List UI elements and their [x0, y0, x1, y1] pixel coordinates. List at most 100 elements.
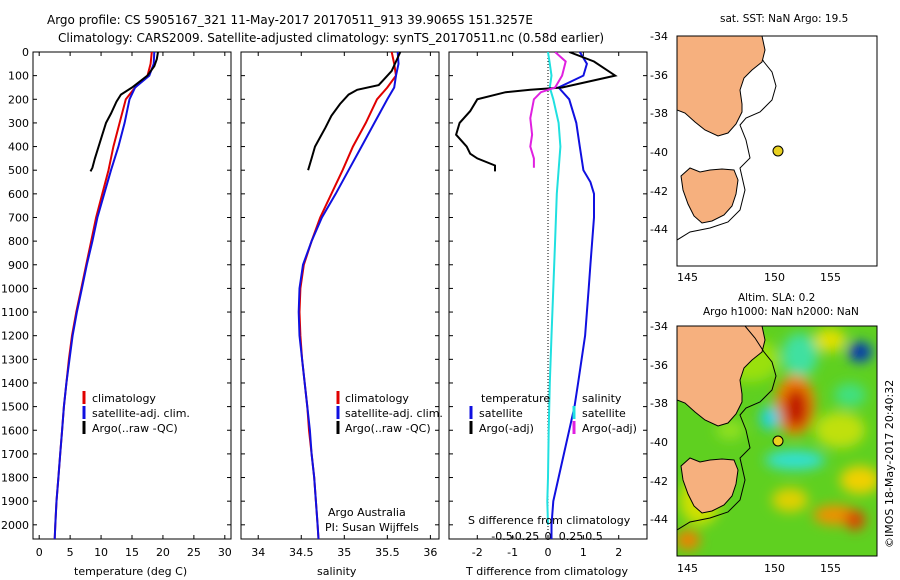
temp-series-climatology [53, 52, 153, 539]
sal-xtick-label: 36 [423, 546, 437, 559]
depth-tick-label: 1900 [1, 495, 29, 508]
depth-tick-label: 1600 [1, 424, 29, 437]
imos-stamp: ©IMOS 18-May-2017 20:40:32 [883, 380, 896, 548]
m2-xtick: 145 [677, 562, 698, 575]
temp-xtick-label: 15 [125, 546, 139, 559]
temp-xtick-label: 5 [67, 546, 74, 559]
sal-xtick-label: 34 [251, 546, 265, 559]
sla-argo-marker [772, 435, 784, 447]
tasmania-shape [680, 167, 739, 224]
depth-tick-label: 1100 [1, 306, 29, 319]
m2-ytick: -36 [650, 359, 668, 372]
sal-series-climatology [298, 52, 398, 539]
diff-series-t-satellite [550, 52, 595, 539]
diff-stick-label: -0.5 [491, 530, 512, 543]
depth-tick-label: 600 [8, 188, 29, 201]
temperature-legend: climatology satellite-adj. clim. Argo(..… [82, 391, 190, 435]
temp-series-satellite [53, 52, 156, 539]
m2-ytick: -44 [650, 513, 668, 526]
sal-xtick-label: 34.5 [289, 546, 314, 559]
header-line-1: Argo profile: CS 5905167_321 11-May-2017… [47, 13, 533, 27]
diff-stick-label: 0.5 [585, 530, 603, 543]
m1-ytick: -38 [650, 107, 668, 120]
sal-series-group [297, 52, 402, 539]
diff-legend-header-sal: salinity [582, 392, 622, 405]
depth-tick-label: 500 [8, 164, 29, 177]
m1-xtick: 155 [820, 271, 841, 284]
depth-tick-label: 1000 [1, 282, 29, 295]
depth-tick-label: 1300 [1, 353, 29, 366]
diff-stick-label: 0 [545, 530, 552, 543]
temp-legend-clim: climatology [92, 392, 156, 405]
depth-tick-label: 1200 [1, 330, 29, 343]
mainland-shape [677, 36, 766, 137]
diff-series-group [454, 52, 618, 539]
depth-tick-label: 800 [8, 235, 29, 248]
header-line-2: Climatology: CARS2009. Satellite-adjuste… [58, 31, 604, 45]
diff-series-t-argo [454, 52, 618, 172]
temp-xtick-label: 0 [36, 546, 43, 559]
map-sst-title: sat. SST: NaN Argo: 19.5 [720, 13, 848, 25]
diff-xtick-label: 0 [545, 546, 552, 559]
temp-legend-argo: Argo(..raw -QC) [92, 422, 178, 435]
map-sst-axes: -34 -36 -38 -40 -42 -44 145 150 155 [650, 30, 841, 284]
sla-tasmania-shape [680, 457, 739, 514]
diff-legend-t-argo: Argo(-adj) [479, 422, 534, 435]
diff-series-s-argo [529, 52, 567, 168]
sal-series-argo [307, 52, 402, 171]
m2-xtick: 155 [820, 562, 841, 575]
temp-xtick-label: 10 [94, 546, 108, 559]
diff-xtick-label: 2 [615, 546, 622, 559]
temp-series-group [53, 52, 159, 539]
salinity-xlabel: salinity [317, 565, 357, 578]
map-sst [677, 36, 877, 266]
sst-argo-marker [772, 145, 784, 157]
m1-xtick: 150 [764, 271, 785, 284]
sal-legend-sat: satellite-adj. clim. [345, 407, 443, 420]
temp-xtick-label: 20 [156, 546, 170, 559]
m2-ytick: -40 [650, 436, 668, 449]
credit-org: Argo Australia [328, 506, 406, 519]
sal-xtick-label: 35 [337, 546, 351, 559]
diff-legend-t-sat: satellite [479, 407, 523, 420]
temp-xtick-label: 30 [218, 546, 232, 559]
m1-ytick: -36 [650, 69, 668, 82]
depth-tick-label: 100 [8, 70, 29, 83]
diff-stick-label: -0.25 [511, 530, 539, 543]
depth-tick-label: 1800 [1, 472, 29, 485]
temp-xtick-label: 25 [187, 546, 201, 559]
map-sst-frame [676, 35, 878, 267]
diff-top-xlabel: S difference from climatology [468, 514, 631, 527]
diff-stick-label: 0.25 [559, 530, 584, 543]
map-sla-title-1: Altim. SLA: 0.2 [738, 292, 815, 304]
salinity-legend: climatology satellite-adj. clim. Argo(..… [336, 391, 443, 435]
difference-xlabel: T difference from climatology [465, 565, 628, 578]
diff-legend-s-argo: Argo(-adj) [582, 422, 637, 435]
difference-chart: -2 -1 0 1 2 -0.5-0.25 0 0.25 0.5 [449, 51, 647, 559]
sla-shelf-contour [677, 326, 777, 531]
salinity-chart: 34 34.5 35 35.5 36 [241, 51, 439, 559]
depth-tick-label: 2000 [1, 519, 29, 532]
temperature-chart: 0100200300400500600700800900100011001200… [1, 46, 232, 559]
sst-shelf-contour [677, 36, 777, 241]
depth-tick-label: 1400 [1, 377, 29, 390]
sal-series-satellite [297, 52, 400, 539]
map-sla-frame [676, 325, 878, 557]
map-sla-axes: -34 -36 -38 -40 -42 -44 145 150 155 [650, 320, 841, 575]
m1-ytick: -34 [650, 30, 668, 43]
map-sla [677, 326, 877, 556]
depth-tick-label: 1700 [1, 448, 29, 461]
temperature-panel-frame [32, 51, 232, 540]
diff-xtick-label: -1 [507, 546, 518, 559]
m2-ytick: -42 [650, 475, 668, 488]
map-sla-title-2: Argo h1000: NaN h2000: NaN [703, 306, 859, 318]
diff-xtick-label: 1 [580, 546, 587, 559]
m2-ytick: -38 [650, 397, 668, 410]
temperature-xlabel: temperature (deg C) [74, 565, 187, 578]
depth-tick-label: 900 [8, 259, 29, 272]
sla-mainland-shape [677, 326, 766, 427]
depth-tick-label: 200 [8, 93, 29, 106]
m2-xtick: 150 [764, 562, 785, 575]
m1-ytick: -42 [650, 185, 668, 198]
